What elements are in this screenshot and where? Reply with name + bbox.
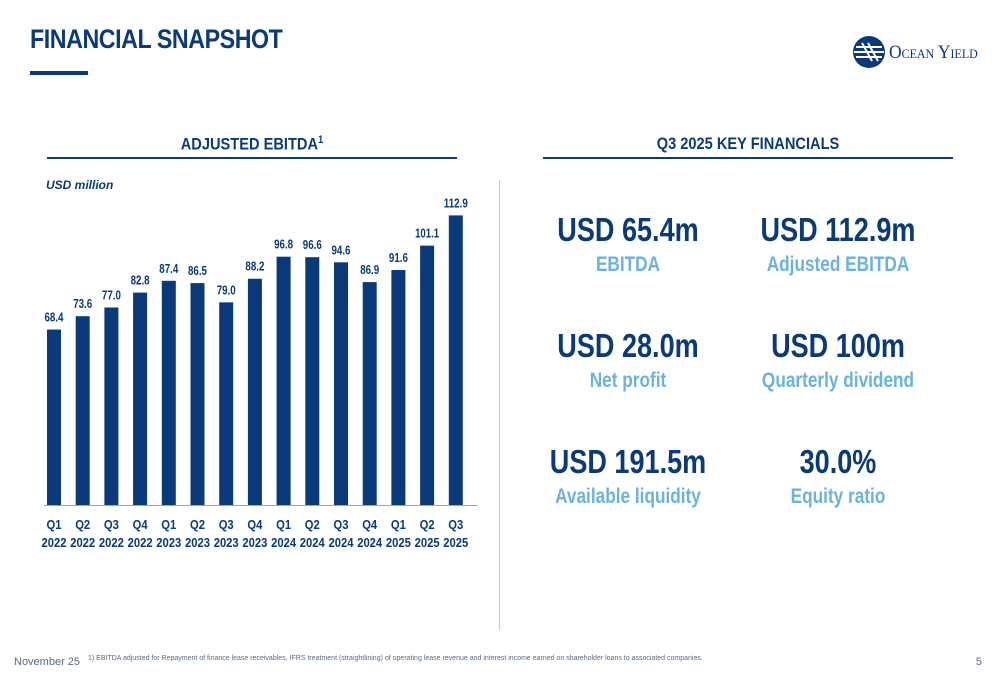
kpi-quarterly-dividend: USD 100m Quarterly dividend <box>728 326 948 396</box>
bar-value-label: 82.8 <box>131 274 150 288</box>
bar-q2-2022 <box>75 316 90 505</box>
bar-value-label: 68.4 <box>45 311 64 325</box>
title-underline <box>30 71 88 75</box>
bar-value-label: 88.2 <box>245 260 264 274</box>
bar-value-label: 101.1 <box>415 227 439 241</box>
kpi-label: Available liquidity <box>555 485 701 508</box>
x-tick-quarter: Q2 <box>75 518 90 532</box>
x-tick-year: 2025 <box>443 536 468 550</box>
page-number: 5 <box>975 656 982 668</box>
bar-q2-2023 <box>190 283 205 505</box>
kpi-value: 30.0% <box>799 443 877 480</box>
kpi-adjusted-ebitda: USD 112.9m Adjusted EBITDA <box>728 210 948 280</box>
kpi-net-profit: USD 28.0m Net profit <box>518 326 738 396</box>
chart-heading: ADJUSTED EBITDA1 <box>76 134 429 155</box>
footnote: 1) EBITDA adjusted for Repayment of fina… <box>88 655 703 662</box>
bar-value-label: 112.9 <box>444 196 468 210</box>
adjusted-ebitda-chart: 68.4 Q1 2022 73.6 Q2 2022 77.0 Q3 2022 82.8 Q4 2022… <box>42 196 478 550</box>
x-tick-year: 2022 <box>99 536 124 550</box>
x-tick-year: 2022 <box>42 536 67 550</box>
x-tick-quarter: Q1 <box>47 518 62 532</box>
bar-value-label: 87.4 <box>159 262 178 276</box>
x-tick-year: 2022 <box>128 536 153 550</box>
bar-value-label: 94.6 <box>332 243 351 257</box>
x-tick-year: 2024 <box>357 536 382 550</box>
logo-wordmark: Ocean Yield <box>889 42 978 63</box>
bar-q1-2022 <box>47 329 61 505</box>
footer-date: November 25 <box>14 656 81 668</box>
bar-q1-2025 <box>391 270 406 505</box>
x-tick-year: 2024 <box>300 536 325 550</box>
kpi-heading: Q3 2025 KEY FINANCIALS <box>656 134 840 153</box>
chart-heading-footnote-mark: 1 <box>318 134 324 146</box>
bar-value-label: 91.6 <box>389 251 408 265</box>
x-tick-quarter: Q3 <box>104 518 119 532</box>
x-tick-quarter: Q2 <box>190 518 205 532</box>
bar-q1-2024 <box>276 256 291 505</box>
x-tick-quarter: Q2 <box>420 518 435 532</box>
bar-value-label: 96.8 <box>274 238 293 252</box>
x-tick-year: 2024 <box>271 536 296 550</box>
x-tick-year: 2025 <box>386 536 411 550</box>
kpi-value: USD 28.0m <box>557 327 699 364</box>
x-tick-quarter: Q3 <box>448 518 463 532</box>
x-tick-quarter: Q3 <box>334 518 349 532</box>
x-tick-quarter: Q4 <box>247 518 262 532</box>
bar-q3-2022 <box>104 307 119 505</box>
kpi-value: USD 112.9m <box>760 211 916 248</box>
x-tick-year: 2023 <box>185 536 210 550</box>
x-tick-year: 2023 <box>214 536 239 550</box>
bar-value-label: 86.9 <box>360 263 379 277</box>
x-tick-quarter: Q1 <box>276 518 291 532</box>
chart-unit-label: USD million <box>46 178 114 192</box>
bar-q2-2024 <box>305 257 320 505</box>
vertical-divider <box>499 180 500 630</box>
kpi-label: Net profit <box>589 369 667 392</box>
ocean-yield-logo: Ocean Yield <box>852 33 982 73</box>
x-tick-quarter: Q4 <box>362 518 377 532</box>
page-title: FINANCIAL SNAPSHOT <box>30 24 283 54</box>
chart-heading-rule <box>47 157 457 159</box>
bar-q3-2024 <box>334 262 348 505</box>
kpi-equity-ratio: 30.0% Equity ratio <box>728 442 948 512</box>
x-tick-quarter: Q4 <box>133 518 148 532</box>
x-tick-quarter: Q3 <box>219 518 234 532</box>
x-tick-year: 2022 <box>70 536 95 550</box>
bar-value-label: 79.0 <box>217 283 236 297</box>
bar-q1-2023 <box>161 280 176 505</box>
kpi-label: EBITDA <box>595 253 661 276</box>
kpi-value: USD 191.5m <box>549 443 707 480</box>
x-tick-year: 2024 <box>329 536 354 550</box>
x-tick-year: 2025 <box>415 536 440 550</box>
x-tick-year: 2023 <box>156 536 181 550</box>
kpi-label: Adjusted EBITDA <box>766 253 910 276</box>
x-tick-year: 2023 <box>242 536 267 550</box>
x-tick-quarter: Q2 <box>305 518 320 532</box>
bar-q4-2022 <box>133 292 148 505</box>
x-tick-quarter: Q1 <box>391 518 406 532</box>
bar-q3-2023 <box>219 302 234 505</box>
kpi-ebitda: USD 65.4m EBITDA <box>518 210 738 280</box>
kpi-label: Equity ratio <box>790 485 886 508</box>
kpi-available-liquidity: USD 191.5m Available liquidity <box>518 442 738 512</box>
chart-heading-text: ADJUSTED EBITDA <box>180 134 319 154</box>
bar-value-label: 86.5 <box>188 264 207 278</box>
kpi-heading-rule <box>543 157 953 159</box>
kpi-value: USD 100m <box>771 327 905 364</box>
bar-value-label: 77.0 <box>102 288 121 302</box>
x-tick-quarter: Q1 <box>161 518 176 532</box>
kpi-value: USD 65.4m <box>557 211 699 248</box>
bar-q2-2025 <box>420 245 435 505</box>
bar-value-label: 96.6 <box>303 238 322 252</box>
bar-q3-2025 <box>448 215 463 505</box>
bar-q4-2023 <box>247 278 262 505</box>
ocean-yield-logo-icon <box>853 36 885 68</box>
bar-value-label: 73.6 <box>73 297 92 311</box>
bar-q4-2024 <box>362 282 377 505</box>
kpi-label: Quarterly dividend <box>761 369 915 392</box>
